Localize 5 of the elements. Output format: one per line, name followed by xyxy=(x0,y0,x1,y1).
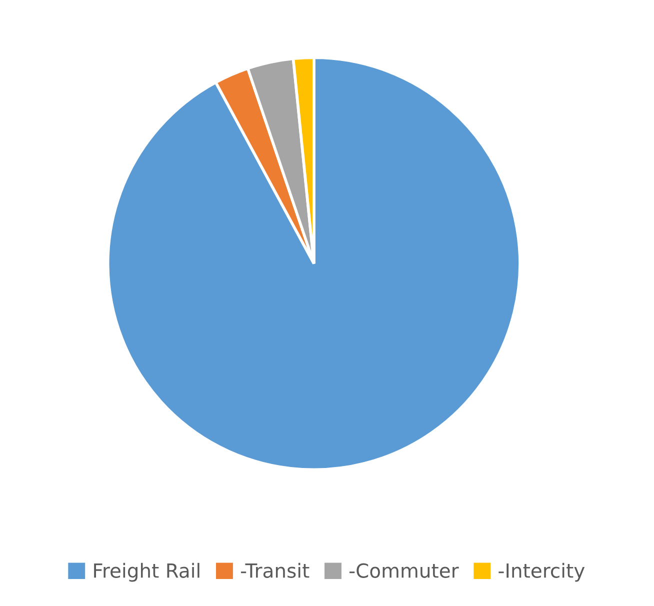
legend-label: Freight Rail xyxy=(94,562,200,582)
legend-label: -Intercity xyxy=(498,562,585,582)
legend-label: -Transit xyxy=(240,562,310,578)
pie-slice xyxy=(106,56,522,472)
legend-label: -Commuter xyxy=(350,563,459,578)
